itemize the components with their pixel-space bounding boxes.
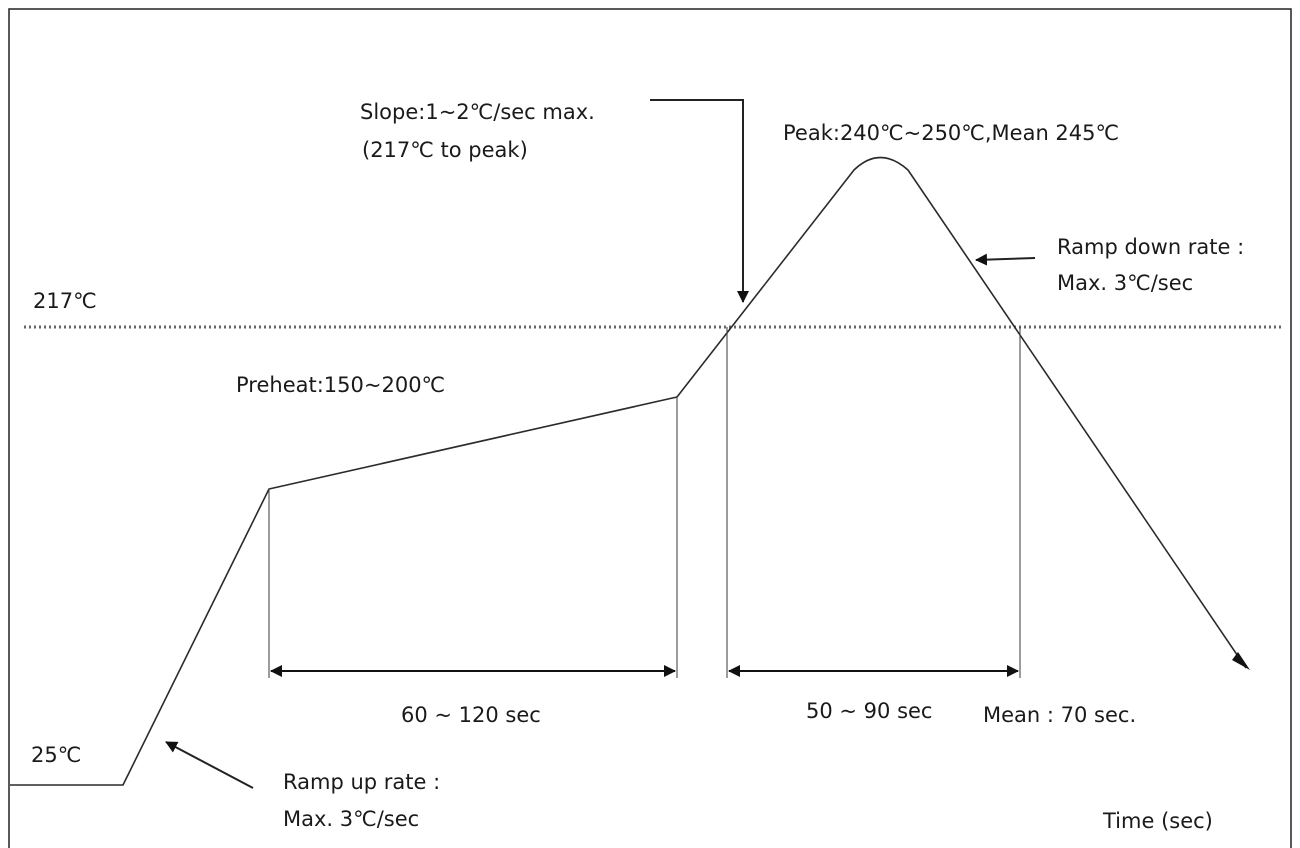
preheat-label: Preheat:150~200℃	[236, 373, 445, 397]
temp-25-label: 25℃	[31, 743, 81, 767]
reflow-time-label: 50 ~ 90 sec	[806, 699, 932, 723]
reflow-temperature-curve	[10, 156, 1247, 786]
temp-217-label: 217℃	[33, 289, 97, 313]
ramp-up-label-line2: Max. 3℃/sec	[283, 807, 419, 831]
preheat-time-label: 60 ~ 120 sec	[401, 703, 541, 727]
ramp-up-pointer-arrow	[165, 741, 254, 789]
slope-pointer-arrow	[650, 99, 749, 303]
ramp-up-label-line1: Ramp up rate :	[283, 770, 440, 794]
ramp-down-label-line1: Ramp down rate :	[1057, 235, 1244, 259]
curve-end-arrowhead	[1232, 652, 1250, 670]
peak-label: Peak:240℃~250℃,Mean 245℃	[783, 121, 1119, 145]
slope-label-line1: Slope:1~2℃/sec max.	[360, 100, 595, 124]
slope-label-line2: (217℃ to peak)	[362, 138, 528, 162]
ramp-down-label-line2: Max. 3℃/sec	[1057, 271, 1193, 295]
x-axis-label: Time (sec)	[1102, 809, 1213, 833]
reflow-mean-label: Mean : 70 sec.	[983, 703, 1136, 727]
ramp-down-pointer-arrow	[975, 253, 1036, 266]
diagram-border	[8, 8, 1292, 848]
